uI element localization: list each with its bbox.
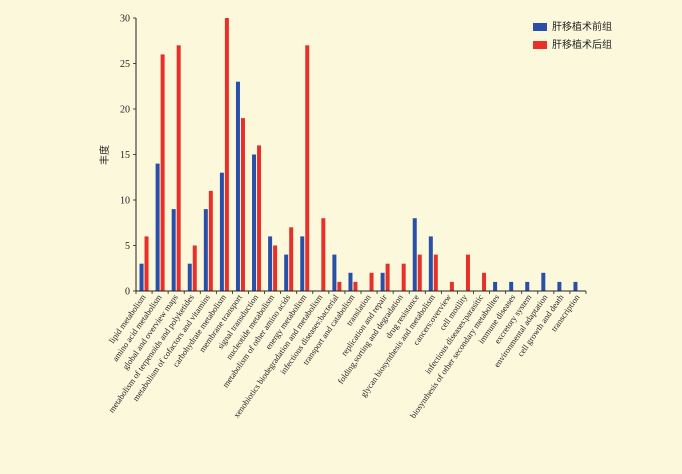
bar-post-14 bbox=[369, 272, 374, 291]
bar-post-16 bbox=[401, 263, 406, 291]
bar-pre-27 bbox=[573, 281, 578, 291]
bar-pre-5 bbox=[219, 172, 224, 291]
bar-post-0 bbox=[144, 236, 149, 291]
bar-pre-23 bbox=[509, 281, 514, 291]
bar-pre-12 bbox=[332, 254, 337, 291]
bar-pre-8 bbox=[268, 236, 273, 291]
bar-pre-10 bbox=[300, 236, 305, 291]
legend-label: 肝移植术前组 bbox=[552, 20, 612, 33]
y-tick-label: 20 bbox=[120, 105, 130, 116]
bar-post-13 bbox=[353, 281, 358, 291]
bar-pre-0 bbox=[139, 263, 144, 291]
bar-post-21 bbox=[482, 272, 487, 291]
bar-post-1 bbox=[160, 54, 165, 292]
bar-post-20 bbox=[465, 254, 470, 291]
bar-pre-25 bbox=[541, 272, 546, 291]
bar-post-2 bbox=[176, 45, 181, 291]
bar-pre-6 bbox=[235, 81, 240, 291]
y-tick-label: 0 bbox=[125, 287, 130, 298]
bar-post-6 bbox=[240, 118, 245, 291]
bar-pre-1 bbox=[155, 163, 160, 291]
bars-layer bbox=[139, 18, 578, 292]
y-tick-label: 15 bbox=[120, 150, 130, 161]
bar-post-7 bbox=[257, 145, 262, 291]
bar-pre-3 bbox=[187, 263, 192, 291]
bar-post-19 bbox=[449, 281, 454, 291]
bar-post-9 bbox=[289, 227, 294, 291]
bar-post-17 bbox=[417, 254, 422, 291]
bar-pre-7 bbox=[252, 154, 257, 291]
axes-layer bbox=[135, 18, 587, 294]
bar-pre-26 bbox=[557, 281, 562, 291]
bar-post-15 bbox=[385, 263, 390, 291]
bar-pre-15 bbox=[380, 272, 385, 291]
y-tick-label: 30 bbox=[120, 14, 130, 25]
y-ticks-layer: 0 5 10 15 20 25 30 bbox=[120, 14, 136, 298]
bar-post-18 bbox=[433, 254, 438, 291]
legend-swatch bbox=[533, 23, 547, 31]
bar-post-4 bbox=[208, 190, 213, 291]
bar-pre-24 bbox=[525, 281, 530, 291]
bar-pre-9 bbox=[284, 254, 289, 291]
bar-pre-13 bbox=[348, 272, 353, 291]
bar-post-8 bbox=[273, 245, 278, 291]
y-tick-label: 25 bbox=[120, 59, 130, 70]
legend-swatch bbox=[533, 41, 547, 49]
bar-pre-22 bbox=[493, 281, 498, 291]
bar-post-10 bbox=[305, 45, 310, 291]
bar-post-12 bbox=[337, 281, 342, 291]
bar-post-11 bbox=[321, 218, 326, 291]
bar-post-3 bbox=[192, 245, 197, 291]
legend-label: 肝移植术后组 bbox=[552, 38, 612, 51]
y-tick-label: 10 bbox=[120, 196, 130, 207]
bar-pre-2 bbox=[171, 209, 176, 291]
y-tick-label: 5 bbox=[125, 241, 130, 252]
bar-post-5 bbox=[224, 18, 229, 291]
bar-pre-4 bbox=[203, 209, 208, 291]
bar-pre-17 bbox=[412, 218, 417, 291]
bar-pre-18 bbox=[428, 236, 433, 291]
y-axis-label: 丰度 bbox=[98, 145, 111, 165]
